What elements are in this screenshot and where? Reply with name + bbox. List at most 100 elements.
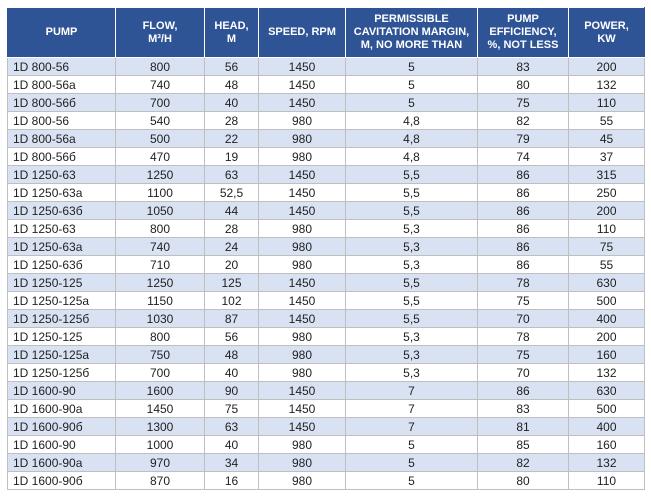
table-cell: 86 [477, 237, 569, 256]
table-cell: 1450 [258, 273, 346, 292]
table-cell: 1250 [115, 273, 205, 292]
table-row: 1D 1250-125a 1150 102 1450 5,5 75 500 [7, 291, 645, 310]
table-cell: 980 [258, 435, 346, 454]
table-cell: 1450 [258, 291, 346, 310]
table-cell: 75 [477, 345, 569, 364]
pump-name-cell: 1D 800-56a [7, 129, 116, 148]
table-cell: 22 [204, 129, 259, 148]
table-row: 1D 800-56a 500 22 980 4,8 79 45 [7, 129, 645, 148]
table-cell: 1450 [258, 417, 346, 436]
table-cell: 160 [568, 435, 645, 454]
table-row: 1D 1250-125 1250 125 1450 5,5 78 630 [7, 273, 645, 292]
table-cell: 980 [258, 237, 346, 256]
table-row: 1D 800-56 540 28 980 4,8 82 55 [7, 111, 645, 130]
table-cell: 63 [204, 417, 259, 436]
table-row: 1D 800-56б 700 40 1450 5 75 110 [7, 93, 645, 112]
table-cell: 5,5 [345, 201, 478, 220]
table-cell: 315 [568, 165, 645, 184]
table-cell: 79 [477, 129, 569, 148]
table-cell: 1450 [258, 309, 346, 328]
column-header-flow: FLOW, M³/H [115, 7, 205, 58]
pump-name-cell: 1D 1250-125б [7, 363, 116, 382]
table-cell: 55 [568, 111, 645, 130]
table-row: 1D 1250-125б 1030 87 1450 5,5 70 400 [7, 309, 645, 328]
table-cell: 44 [204, 201, 259, 220]
table-cell: 4,8 [345, 147, 478, 166]
table-cell: 400 [568, 309, 645, 328]
table-cell: 5,5 [345, 291, 478, 310]
column-header-efficiency: PUMP EFFICIENCY, %, NOT LESS [477, 7, 569, 58]
pump-name-cell: 1D 1600-90б [7, 417, 116, 436]
table-cell: 5,3 [345, 327, 478, 346]
table-cell: 1600 [115, 381, 205, 400]
table-cell: 80 [477, 75, 569, 94]
table-cell: 1250 [115, 165, 205, 184]
column-header-speed: SPEED, RPM [258, 7, 346, 58]
table-cell: 110 [568, 471, 645, 490]
table-cell: 75 [204, 399, 259, 418]
table-cell: 200 [568, 327, 645, 346]
pump-name-cell: 1D 1600-90a [7, 453, 116, 472]
header-row: PUMP FLOW, M³/H HEAD, M SPEED, RPM PERMI… [7, 7, 645, 58]
table-cell: 200 [568, 201, 645, 220]
table-cell: 102 [204, 291, 259, 310]
table-cell: 5,5 [345, 273, 478, 292]
table-row: 1D 1600-90б 870 16 980 5 80 110 [7, 471, 645, 490]
table-cell: 1300 [115, 417, 205, 436]
pump-name-cell: 1D 800-56б [7, 147, 116, 166]
table-cell: 110 [568, 93, 645, 112]
table-cell: 800 [115, 327, 205, 346]
table-header: PUMP FLOW, M³/H HEAD, M SPEED, RPM PERMI… [7, 7, 645, 58]
table-row: 1D 1600-90 1600 90 1450 7 86 630 [7, 381, 645, 400]
table-cell: 87 [204, 309, 259, 328]
table-cell: 980 [258, 453, 346, 472]
table-cell: 5 [345, 93, 478, 112]
column-header-power: POWER, KW [568, 7, 645, 58]
table-row: 1D 1250-125б 700 40 980 5,3 70 132 [7, 363, 645, 382]
pump-name-cell: 1D 1250-125 [7, 273, 116, 292]
pump-name-cell: 1D 1250-125б [7, 309, 116, 328]
table-cell: 132 [568, 363, 645, 382]
table-cell: 980 [258, 111, 346, 130]
table-cell: 19 [204, 147, 259, 166]
pump-name-cell: 1D 1250-63б [7, 201, 116, 220]
table-cell: 700 [115, 93, 205, 112]
table-cell: 1150 [115, 291, 205, 310]
column-header-cavitation-margin: PERMISSIBLE CAVITATION MARGIN, M, NO MOR… [345, 7, 478, 58]
table-row: 1D 1600-90a 970 34 980 5 82 132 [7, 453, 645, 472]
table-cell: 800 [115, 57, 205, 76]
table-cell: 5 [345, 435, 478, 454]
table-cell: 40 [204, 93, 259, 112]
table-row: 1D 1250-63a 740 24 980 5,3 86 75 [7, 237, 645, 256]
table-cell: 980 [258, 345, 346, 364]
table-cell: 63 [204, 165, 259, 184]
table-cell: 4,8 [345, 111, 478, 130]
table-cell: 5,5 [345, 183, 478, 202]
table-cell: 970 [115, 453, 205, 472]
column-header-head: HEAD, M [204, 7, 259, 58]
table-cell: 75 [477, 291, 569, 310]
table-cell: 5,5 [345, 309, 478, 328]
table-cell: 78 [477, 273, 569, 292]
pump-name-cell: 1D 800-56 [7, 111, 116, 130]
table-cell: 470 [115, 147, 205, 166]
table-cell: 86 [477, 165, 569, 184]
table-cell: 86 [477, 183, 569, 202]
table-cell: 5 [345, 453, 478, 472]
table-cell: 82 [477, 111, 569, 130]
table-row: 1D 1250-63a 1100 52,5 1450 5,5 86 250 [7, 183, 645, 202]
pump-name-cell: 1D 1600-90 [7, 381, 116, 400]
table-cell: 1450 [258, 165, 346, 184]
table-cell: 400 [568, 417, 645, 436]
table-row: 1D 800-56a 740 48 1450 5 80 132 [7, 75, 645, 94]
table-cell: 160 [568, 345, 645, 364]
table-cell: 7 [345, 417, 478, 436]
table-cell: 86 [477, 255, 569, 274]
table-cell: 85 [477, 435, 569, 454]
table-cell: 1450 [258, 57, 346, 76]
table-cell: 34 [204, 453, 259, 472]
table-cell: 1450 [258, 183, 346, 202]
table-cell: 1030 [115, 309, 205, 328]
pump-name-cell: 1D 800-56a [7, 75, 116, 94]
table-cell: 28 [204, 219, 259, 238]
